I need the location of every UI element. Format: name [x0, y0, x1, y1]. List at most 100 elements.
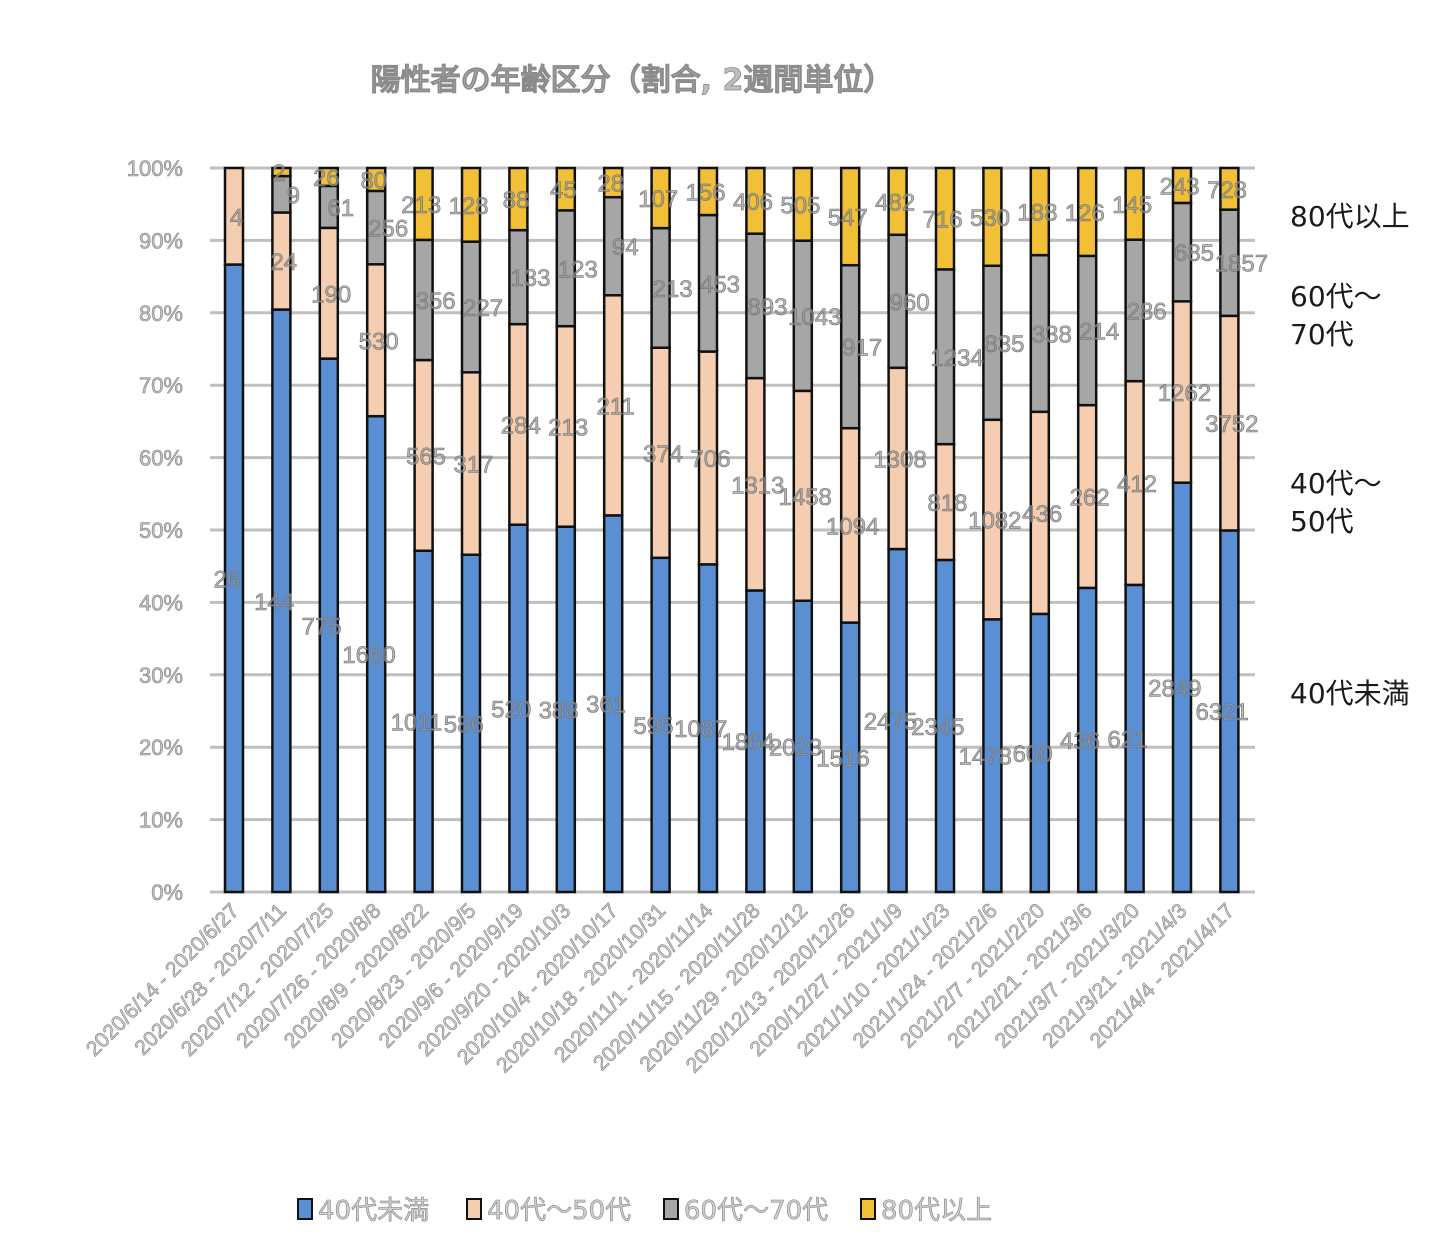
- data-labels: 2641442492775190612616605302568010115653…: [213, 160, 1268, 773]
- data-label: 412: [1117, 471, 1157, 498]
- data-label: 2: [272, 160, 285, 187]
- bar-segment-4: [934, 166, 956, 271]
- data-label: 893: [747, 294, 787, 321]
- y-tick-label: 70%: [139, 373, 183, 398]
- data-label: 1043: [788, 304, 841, 331]
- data-label: 3752: [1205, 411, 1258, 438]
- data-label: 24: [270, 249, 297, 276]
- bar-segment-4: [1171, 166, 1193, 205]
- data-label: 818: [927, 490, 967, 517]
- bar-segment-4: [271, 166, 292, 178]
- legend: 40代未満 40代～50代 60代～70代 80代以上: [297, 1196, 992, 1226]
- data-label: 1660: [342, 642, 395, 669]
- y-axis-ticks: 0% 10% 20% 30% 40% 50% 60% 70% 80% 90% 100%: [126, 156, 183, 906]
- data-label: 586: [444, 711, 484, 738]
- data-label: 256: [368, 216, 408, 243]
- data-label: 128: [449, 193, 489, 220]
- data-label: 1094: [826, 513, 879, 540]
- data-label: 1313: [731, 472, 784, 499]
- legend-label: 60代～70代: [684, 1196, 828, 1226]
- bar-segment-4: [508, 166, 529, 232]
- data-label: 88: [503, 187, 530, 214]
- data-label: 621: [1107, 726, 1147, 753]
- bar-segment-4: [1219, 166, 1240, 211]
- y-tick-label: 80%: [139, 301, 183, 326]
- data-label: 547: [828, 205, 868, 232]
- bar-segment-4: [460, 166, 482, 243]
- bar-segment-4: [555, 166, 577, 212]
- bar-segment-4: [602, 166, 624, 199]
- data-label: 728: [1207, 177, 1247, 204]
- data-label: 123: [558, 256, 598, 283]
- y-tick-label: 90%: [139, 228, 183, 253]
- data-label: 685: [1174, 240, 1214, 267]
- data-label: 6321: [1196, 699, 1249, 726]
- data-label: 80: [360, 167, 387, 194]
- data-label: 213: [548, 414, 588, 441]
- data-label: 2475: [864, 709, 917, 736]
- data-label: 61: [327, 195, 354, 222]
- data-label: 595: [633, 713, 673, 740]
- data-label: 45: [550, 177, 577, 204]
- chart-title: 陽性者の年齢区分（割合, 2週間単位）: [371, 63, 894, 98]
- data-label: 2849: [1148, 675, 1201, 702]
- data-label: 775: [302, 613, 342, 640]
- y-tick-label: 40%: [139, 590, 183, 615]
- data-label: 145: [1112, 192, 1152, 219]
- data-label: 286: [1127, 298, 1167, 325]
- data-label: 1864: [722, 729, 775, 756]
- data-label: 436: [1060, 728, 1100, 755]
- data-label: 188: [1017, 200, 1057, 227]
- data-label: 436: [1022, 501, 1062, 528]
- annotation-label: 80代以上: [1290, 200, 1410, 233]
- data-label: 243: [1160, 173, 1200, 200]
- data-label: 317: [453, 452, 493, 479]
- bar-segment-4: [792, 166, 814, 242]
- data-label: 482: [875, 189, 915, 216]
- data-label: 2345: [911, 714, 964, 741]
- bars: [223, 166, 1240, 894]
- data-label: 520: [491, 696, 531, 723]
- bar-segment-4: [697, 166, 719, 217]
- data-label: 94: [612, 234, 639, 261]
- data-label: 374: [643, 441, 683, 468]
- data-label: 107: [638, 186, 678, 213]
- data-label: 213: [401, 192, 441, 219]
- data-label: 960: [890, 289, 930, 316]
- bar-segment-4: [1029, 166, 1051, 257]
- data-label: 284: [501, 412, 541, 439]
- data-label: 453: [700, 271, 740, 298]
- y-tick-label: 20%: [139, 735, 183, 760]
- bar-segment-4: [1124, 166, 1145, 241]
- data-label: 211: [596, 393, 634, 420]
- data-label: 144: [254, 589, 294, 616]
- data-label: 126: [1065, 200, 1105, 227]
- data-label: 565: [406, 443, 446, 470]
- bar-segment-4: [365, 166, 387, 193]
- data-label: 190: [311, 281, 351, 308]
- right-annotations: 80代以上 60代～ 70代 40代～ 50代 40代未満: [1290, 200, 1410, 710]
- data-label: 716: [923, 207, 963, 234]
- bar-segment-4: [650, 166, 671, 230]
- data-label: 1516: [816, 745, 869, 772]
- data-label: 1082: [968, 508, 1021, 535]
- bar-segment-4: [413, 166, 434, 242]
- data-label: 2023: [769, 734, 822, 761]
- bar-segment-4: [745, 166, 766, 235]
- data-label: 406: [733, 189, 773, 216]
- legend-swatch: [663, 1198, 679, 1220]
- data-label: 1262: [1158, 380, 1211, 407]
- annotation-label: 40代未満: [1290, 677, 1410, 710]
- data-label: 1458: [779, 484, 832, 511]
- data-label: 26: [213, 566, 240, 593]
- data-label: 9: [287, 182, 300, 209]
- data-label: 28: [597, 171, 624, 198]
- data-label: 214: [1079, 319, 1119, 346]
- data-label: 1234: [930, 345, 983, 372]
- bar-segment-4: [318, 166, 340, 188]
- data-label: 227: [463, 295, 503, 322]
- data-label: 213: [653, 276, 693, 303]
- legend-label: 80代以上: [881, 1196, 992, 1226]
